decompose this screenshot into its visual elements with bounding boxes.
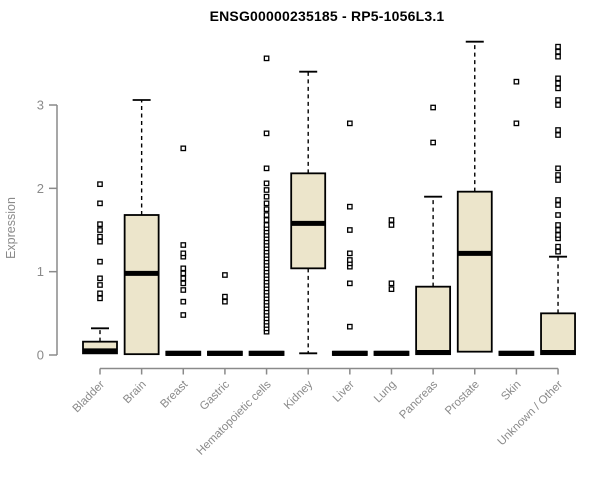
outlier-point <box>97 282 103 288</box>
outlier-point <box>346 227 353 233</box>
outlier-point <box>97 200 103 207</box>
outlier-point <box>555 132 561 138</box>
outlier-point <box>180 242 187 248</box>
outlier-point <box>263 222 270 228</box>
outlier-point <box>263 165 270 172</box>
outlier-point <box>180 298 187 305</box>
box-unknown-other <box>540 312 576 356</box>
outlier-point <box>555 243 561 250</box>
outlier-point <box>97 258 103 265</box>
outlier-point <box>346 203 353 210</box>
outlier-point <box>97 181 103 188</box>
outlier-point <box>430 104 436 111</box>
outlier-point <box>555 172 561 178</box>
y-tick-label: 2 <box>37 181 44 196</box>
outlier-point <box>346 250 353 257</box>
outlier-point <box>97 227 103 233</box>
outlier-point <box>222 298 228 305</box>
x-tick-label: Liver <box>331 379 357 405</box>
y-tick-label: 1 <box>37 264 44 279</box>
x-tick-label: Brain <box>121 379 148 406</box>
x-tick-label: Pancreas <box>397 378 440 421</box>
outlier-point <box>555 202 561 208</box>
outlier-point <box>555 48 561 55</box>
y-tick-label: 0 <box>37 348 44 363</box>
outlier-point <box>346 257 353 263</box>
outlier-point <box>263 212 270 218</box>
outlier-point <box>555 227 561 233</box>
outlier-point <box>555 75 561 82</box>
outlier-point <box>263 55 270 62</box>
y-tick-label: 3 <box>37 98 44 113</box>
outlier-point <box>555 232 561 238</box>
outlier-point <box>180 265 187 272</box>
outlier-point <box>555 102 561 108</box>
outlier-point <box>555 177 561 183</box>
outlier-point <box>97 233 103 240</box>
outlier-point <box>555 85 561 92</box>
outlier-point <box>388 222 395 228</box>
outlier-point <box>346 120 353 127</box>
box-pancreas <box>415 285 452 356</box>
x-tick-label: Gastric <box>198 378 232 412</box>
outlier-point <box>346 280 353 287</box>
outlier-point <box>555 165 561 172</box>
outlier-point <box>388 280 395 287</box>
outlier-point <box>555 80 561 87</box>
outlier-point <box>263 130 270 137</box>
outlier-point <box>555 197 561 203</box>
box-brain <box>123 214 160 356</box>
x-tick-label: Skin <box>499 379 523 403</box>
outlier-point <box>222 272 228 278</box>
outlier-point <box>222 293 228 300</box>
x-tick-label: Lung <box>372 379 399 406</box>
outlier-point <box>555 212 561 218</box>
outlier-point <box>97 290 103 297</box>
outlier-point <box>555 53 561 60</box>
outlier-point <box>180 270 187 277</box>
chart-title: ENSG00000235185 - RP5-1056L3.1 <box>209 8 445 24</box>
outlier-point <box>555 222 561 228</box>
outlier-point <box>388 286 395 293</box>
outlier-point <box>430 139 436 146</box>
outlier-point <box>555 97 561 103</box>
outlier-point <box>263 206 270 213</box>
outlier-point <box>97 221 103 228</box>
outlier-point <box>263 187 270 193</box>
outlier-point <box>180 312 187 318</box>
outlier-point <box>513 78 520 85</box>
outlier-point <box>388 217 395 223</box>
outlier-point <box>263 180 270 187</box>
outlier-point <box>263 193 270 200</box>
outlier-point <box>97 275 103 282</box>
outlier-point <box>180 287 187 293</box>
x-tick-label: Hematopoietic cells <box>195 378 274 457</box>
outlier-point <box>180 275 187 282</box>
outlier-point <box>180 280 187 287</box>
box-prostate <box>456 190 493 353</box>
x-tick-label: Bladder <box>71 379 108 416</box>
outlier-point <box>346 323 353 330</box>
outlier-point <box>513 120 520 127</box>
outlier-point <box>555 248 561 255</box>
x-tick-label: Prostate <box>443 379 482 418</box>
outlier-point <box>263 200 270 207</box>
outlier-point <box>180 250 187 257</box>
outlier-point <box>555 127 561 133</box>
outlier-point <box>263 217 270 223</box>
y-axis-title: Expression <box>4 197 18 259</box>
x-tick-label: Breast <box>158 378 191 411</box>
outlier-point <box>180 145 187 152</box>
outlier-point <box>97 295 103 302</box>
outlier-point <box>555 43 561 50</box>
outlier-point <box>97 238 103 245</box>
x-tick-label: Kidney <box>282 378 316 412</box>
